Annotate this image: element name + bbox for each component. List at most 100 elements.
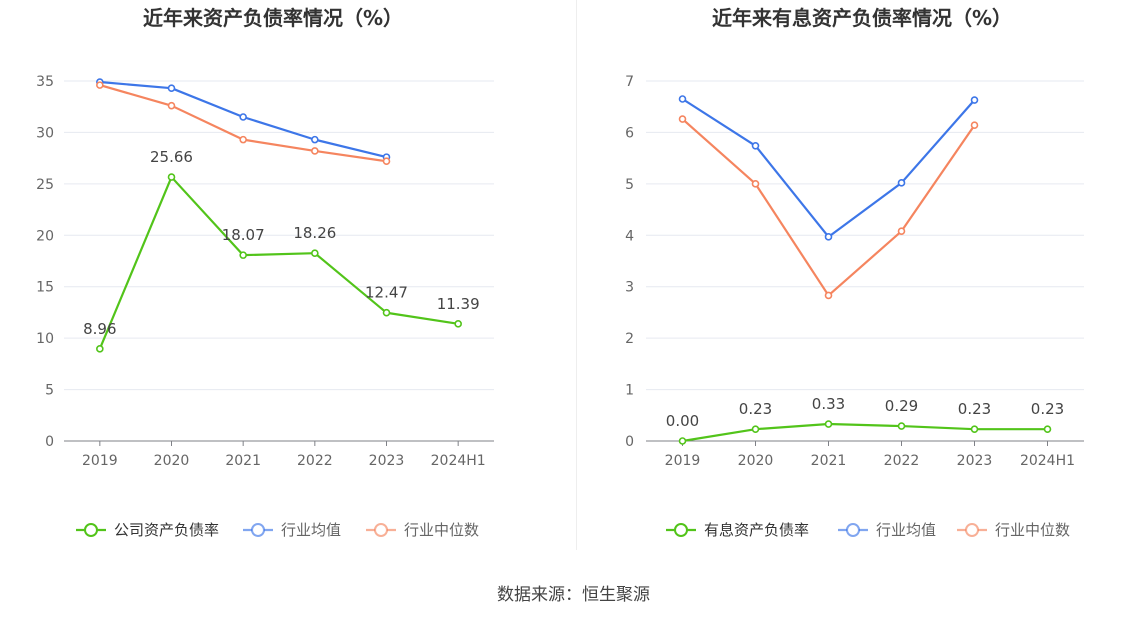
legend-item-2: 行业均值	[838, 521, 936, 539]
data-point	[239, 113, 247, 121]
data-point	[167, 101, 176, 110]
y-tick-label: 10	[36, 331, 54, 347]
data-point	[824, 291, 833, 300]
x-tick-label: 2024H1	[431, 453, 486, 469]
x-tick-label: 2020	[738, 453, 774, 469]
data-point	[311, 135, 319, 144]
y-tick-label: 30	[36, 125, 54, 141]
data-point	[1043, 425, 1052, 433]
chart-title: 近年来有息资产负债率情况（%）	[712, 6, 1012, 30]
legend-label: 行业中位数	[995, 521, 1070, 539]
y-tick-label: 1	[625, 383, 634, 399]
data-label: 0.00	[666, 412, 699, 430]
data-point	[311, 147, 319, 155]
series-line-3	[99, 84, 387, 163]
x-tick-label: 2023	[957, 453, 993, 469]
series-line-1	[682, 422, 1048, 443]
data-point	[239, 251, 247, 259]
data-point	[970, 425, 979, 433]
y-tick-label: 25	[36, 177, 54, 193]
y-tick-label: 0	[625, 434, 634, 450]
data-label: 12.47	[365, 284, 408, 302]
data-point	[678, 95, 687, 103]
legend-label: 行业均值	[281, 521, 341, 539]
data-point	[970, 96, 979, 104]
data-label: 8.96	[83, 320, 116, 338]
data-point	[167, 84, 176, 92]
data-label: 25.66	[150, 148, 193, 166]
data-point	[311, 249, 319, 257]
series-line-1	[98, 175, 459, 350]
data-point	[678, 437, 687, 445]
y-tick-label: 6	[625, 125, 634, 141]
x-tick-label: 2019	[82, 453, 118, 469]
data-point	[824, 420, 833, 428]
data-point	[678, 115, 687, 123]
x-tick-label: 2024H1	[1020, 453, 1075, 469]
x-tick-label: 2022	[297, 453, 333, 469]
data-source-note: 数据来源：恒生聚源	[497, 585, 650, 605]
data-point	[751, 142, 760, 150]
series-line-2	[681, 98, 976, 238]
legend-item-1: 公司资产负债率	[76, 521, 219, 539]
data-point	[897, 227, 906, 235]
legend-label: 公司资产负债率	[114, 521, 219, 539]
data-label: 0.23	[1031, 400, 1064, 418]
data-point	[824, 233, 833, 241]
legend-swatch-marker	[846, 523, 860, 537]
data-point	[454, 320, 462, 328]
data-point	[897, 422, 906, 430]
legend-item-3: 行业中位数	[366, 521, 479, 539]
data-label: 18.26	[293, 224, 336, 242]
data-label: 0.33	[812, 395, 845, 413]
data-label: 0.23	[958, 400, 991, 418]
data-point	[751, 425, 760, 433]
legend-swatch-marker	[374, 523, 388, 537]
panel-divider	[576, 0, 577, 550]
x-tick-label: 2020	[154, 453, 190, 469]
data-label: 11.39	[437, 295, 480, 313]
x-tick-label: 2019	[665, 453, 701, 469]
legend-swatch-marker	[674, 523, 688, 537]
x-tick-label: 2023	[369, 453, 405, 469]
y-tick-label: 35	[36, 74, 54, 90]
legend-item-1: 有息资产负债率	[666, 521, 809, 539]
x-tick-label: 2021	[225, 453, 261, 469]
chart-panel-2: 近年来有息资产负债率情况（%） 0 1 2 3 4 5 6 7 2019 2020 2021 2022 2…	[625, 6, 1084, 539]
y-tick-label: 7	[625, 74, 634, 90]
data-point	[382, 157, 391, 166]
data-point	[239, 135, 247, 144]
chart-title: 近年来资产负债率情况（%）	[143, 6, 403, 30]
legend-swatch-marker	[251, 523, 265, 537]
data-label: 18.07	[222, 226, 265, 244]
y-tick-label: 5	[45, 383, 54, 399]
series-line-3	[681, 118, 976, 297]
data-point	[167, 173, 176, 181]
data-point	[96, 345, 104, 353]
data-point	[96, 81, 104, 89]
y-tick-label: 4	[625, 228, 634, 244]
x-tick-label: 2021	[811, 453, 847, 469]
y-tick-label: 3	[625, 280, 634, 296]
y-tick-label: 20	[36, 228, 54, 244]
legend-item-2: 行业均值	[243, 521, 341, 539]
data-point	[970, 121, 979, 130]
legend-label: 行业中位数	[404, 521, 479, 539]
data-point	[897, 179, 906, 187]
legend-label: 行业均值	[876, 521, 936, 539]
chart-panel-1: 近年来资产负债率情况（%） 0 5 10 15 20 25 30 35 2019 2020 2021 2…	[36, 6, 494, 539]
legend-swatch-marker	[965, 523, 979, 537]
x-tick-label: 2022	[884, 453, 920, 469]
y-tick-label: 0	[45, 434, 54, 450]
data-point	[382, 308, 391, 317]
legend-label: 有息资产负债率	[704, 521, 809, 539]
data-label: 0.23	[739, 400, 772, 418]
legend-swatch-marker	[84, 523, 98, 537]
y-tick-label: 2	[625, 331, 634, 347]
legend-item-3: 行业中位数	[957, 521, 1070, 539]
data-label: 0.29	[885, 397, 918, 415]
y-tick-label: 5	[625, 177, 634, 193]
data-point	[751, 180, 760, 188]
